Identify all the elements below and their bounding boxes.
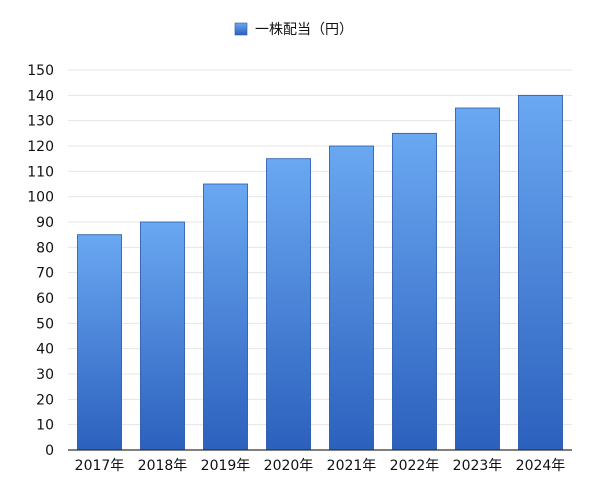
y-tick-label: 20 (36, 392, 54, 408)
x-tick-label: 2023年 (453, 458, 503, 474)
legend: 一株配当（円） (234, 22, 353, 38)
y-tick-label: 70 (36, 266, 54, 282)
y-tick-label: 110 (27, 164, 54, 180)
bar-2021年 (329, 145, 374, 451)
y-tick-label: 130 (27, 114, 54, 130)
y-tick-label: 40 (36, 342, 54, 358)
bar-2022年 (392, 132, 437, 451)
y-tick-label: 30 (36, 367, 54, 383)
legend-swatch (234, 22, 248, 36)
x-tick-label: 2018年 (138, 458, 188, 474)
x-tick-label: 2024年 (516, 458, 566, 474)
bar-2023年 (455, 107, 500, 451)
y-tick-label: 150 (27, 63, 54, 79)
x-tick-label: 2022年 (390, 458, 440, 474)
bar-2018年 (140, 221, 185, 451)
y-tick-label: 0 (45, 443, 54, 459)
x-tick-label: 2020年 (264, 458, 314, 474)
x-tick-label: 2017年 (75, 458, 125, 474)
x-tick-label: 2021年 (327, 458, 377, 474)
bar-2019年 (203, 183, 248, 451)
y-tick-label: 80 (36, 240, 54, 256)
x-tick-label: 2019年 (201, 458, 251, 474)
y-tick-label: 60 (36, 291, 54, 307)
bar-2020年 (266, 158, 311, 451)
y-axis-ticks: 0 10 20 30 40 50 60 70 80 90 100 110 120 130 140 150 (27, 63, 54, 459)
legend-label: 一株配当（円） (255, 22, 353, 38)
bar-2024年 (518, 94, 563, 451)
y-tick-label: 10 (36, 418, 54, 434)
y-tick-label: 140 (27, 88, 54, 104)
bars (77, 94, 563, 451)
y-tick-label: 100 (27, 190, 54, 206)
y-tick-label: 50 (36, 316, 54, 332)
y-tick-label: 90 (36, 215, 54, 231)
y-tick-label: 120 (27, 139, 54, 155)
bar-2017年 (77, 234, 122, 451)
x-axis-ticks: 2017年 2018年 2019年 2020年 2021年 2022年 2023年 2024年 (75, 458, 566, 474)
